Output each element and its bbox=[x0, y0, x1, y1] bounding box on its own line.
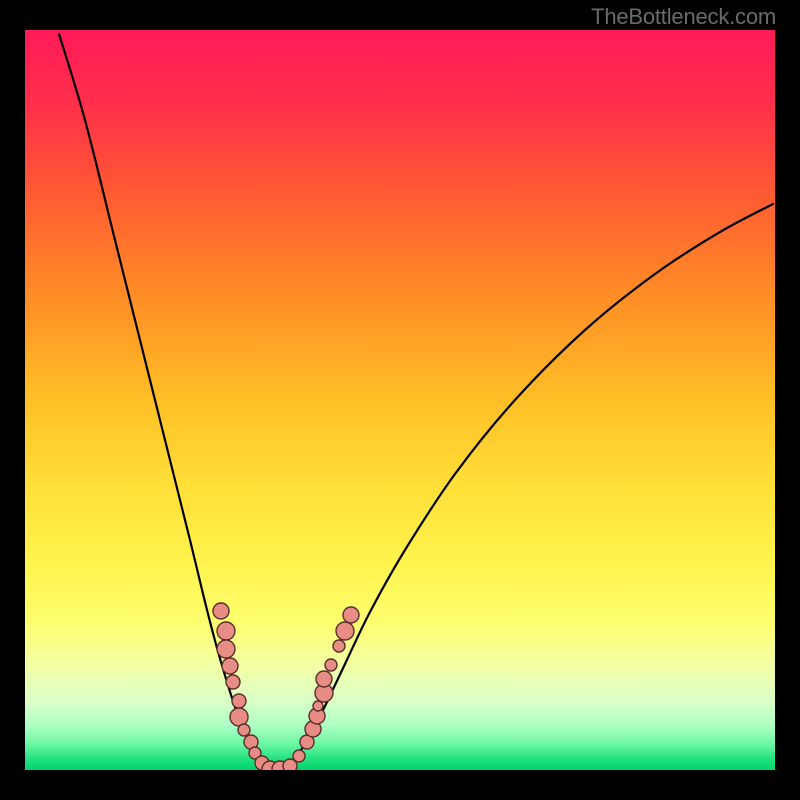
data-marker bbox=[217, 622, 235, 640]
data-marker bbox=[293, 750, 305, 762]
chart-frame: TheBottleneck.com bbox=[0, 0, 800, 800]
gradient-background bbox=[25, 30, 775, 770]
data-marker bbox=[226, 675, 240, 689]
data-marker bbox=[230, 708, 248, 726]
data-marker bbox=[336, 622, 354, 640]
data-marker bbox=[325, 659, 337, 671]
data-marker bbox=[343, 607, 359, 623]
bottleneck-curve-chart bbox=[25, 30, 775, 770]
data-marker bbox=[222, 658, 238, 674]
data-marker bbox=[232, 694, 246, 708]
data-marker bbox=[217, 640, 235, 658]
data-marker bbox=[316, 671, 332, 687]
data-marker bbox=[313, 701, 323, 711]
data-marker bbox=[238, 724, 250, 736]
data-marker bbox=[333, 640, 345, 652]
watermark-text: TheBottleneck.com bbox=[591, 4, 776, 30]
plot-area bbox=[25, 30, 775, 770]
data-marker bbox=[213, 603, 229, 619]
